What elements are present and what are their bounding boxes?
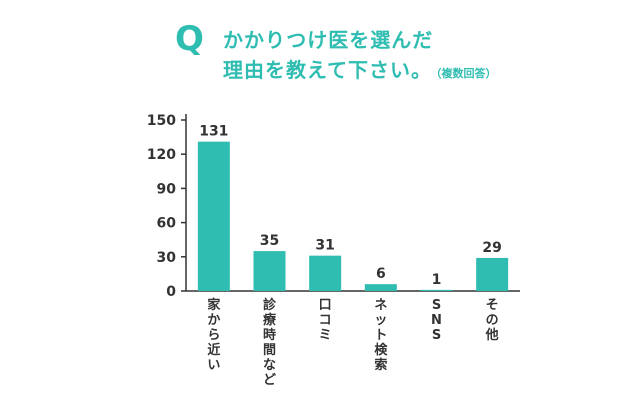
bar [420, 289, 453, 291]
bar [197, 141, 230, 291]
y-tick-label: 30 [157, 250, 177, 266]
category-label: 口コミ [319, 298, 332, 343]
category-label: その他 [485, 298, 499, 343]
bar [476, 257, 509, 291]
bar [253, 251, 286, 291]
data-label: 6 [376, 266, 386, 282]
title-note: （複数回答） [436, 67, 497, 80]
category-label: ネット検索 [374, 298, 388, 373]
data-label: 35 [260, 233, 279, 249]
data-label: 1 [432, 272, 442, 288]
y-tick-label: 120 [147, 147, 176, 163]
title-line-2-text: 理由を教えて下さい。 [223, 58, 432, 82]
data-label: 29 [482, 240, 501, 256]
bar [364, 284, 397, 291]
y-tick-label: 0 [166, 284, 176, 300]
data-label: 131 [199, 124, 228, 140]
title-line-2: 理由を教えて下さい。 （複数回答） [223, 54, 497, 83]
category-label: 家から近い [207, 297, 221, 373]
category-label: 診療時間など [263, 297, 277, 388]
bar [309, 255, 342, 291]
y-tick-label: 60 [157, 216, 177, 232]
q-mark: Q [175, 19, 204, 59]
y-tick-label: 90 [157, 181, 177, 197]
data-label: 31 [315, 238, 334, 254]
title-line-1: かかりつけ医を選んだ [223, 28, 434, 52]
y-tick-label: 150 [147, 113, 176, 129]
